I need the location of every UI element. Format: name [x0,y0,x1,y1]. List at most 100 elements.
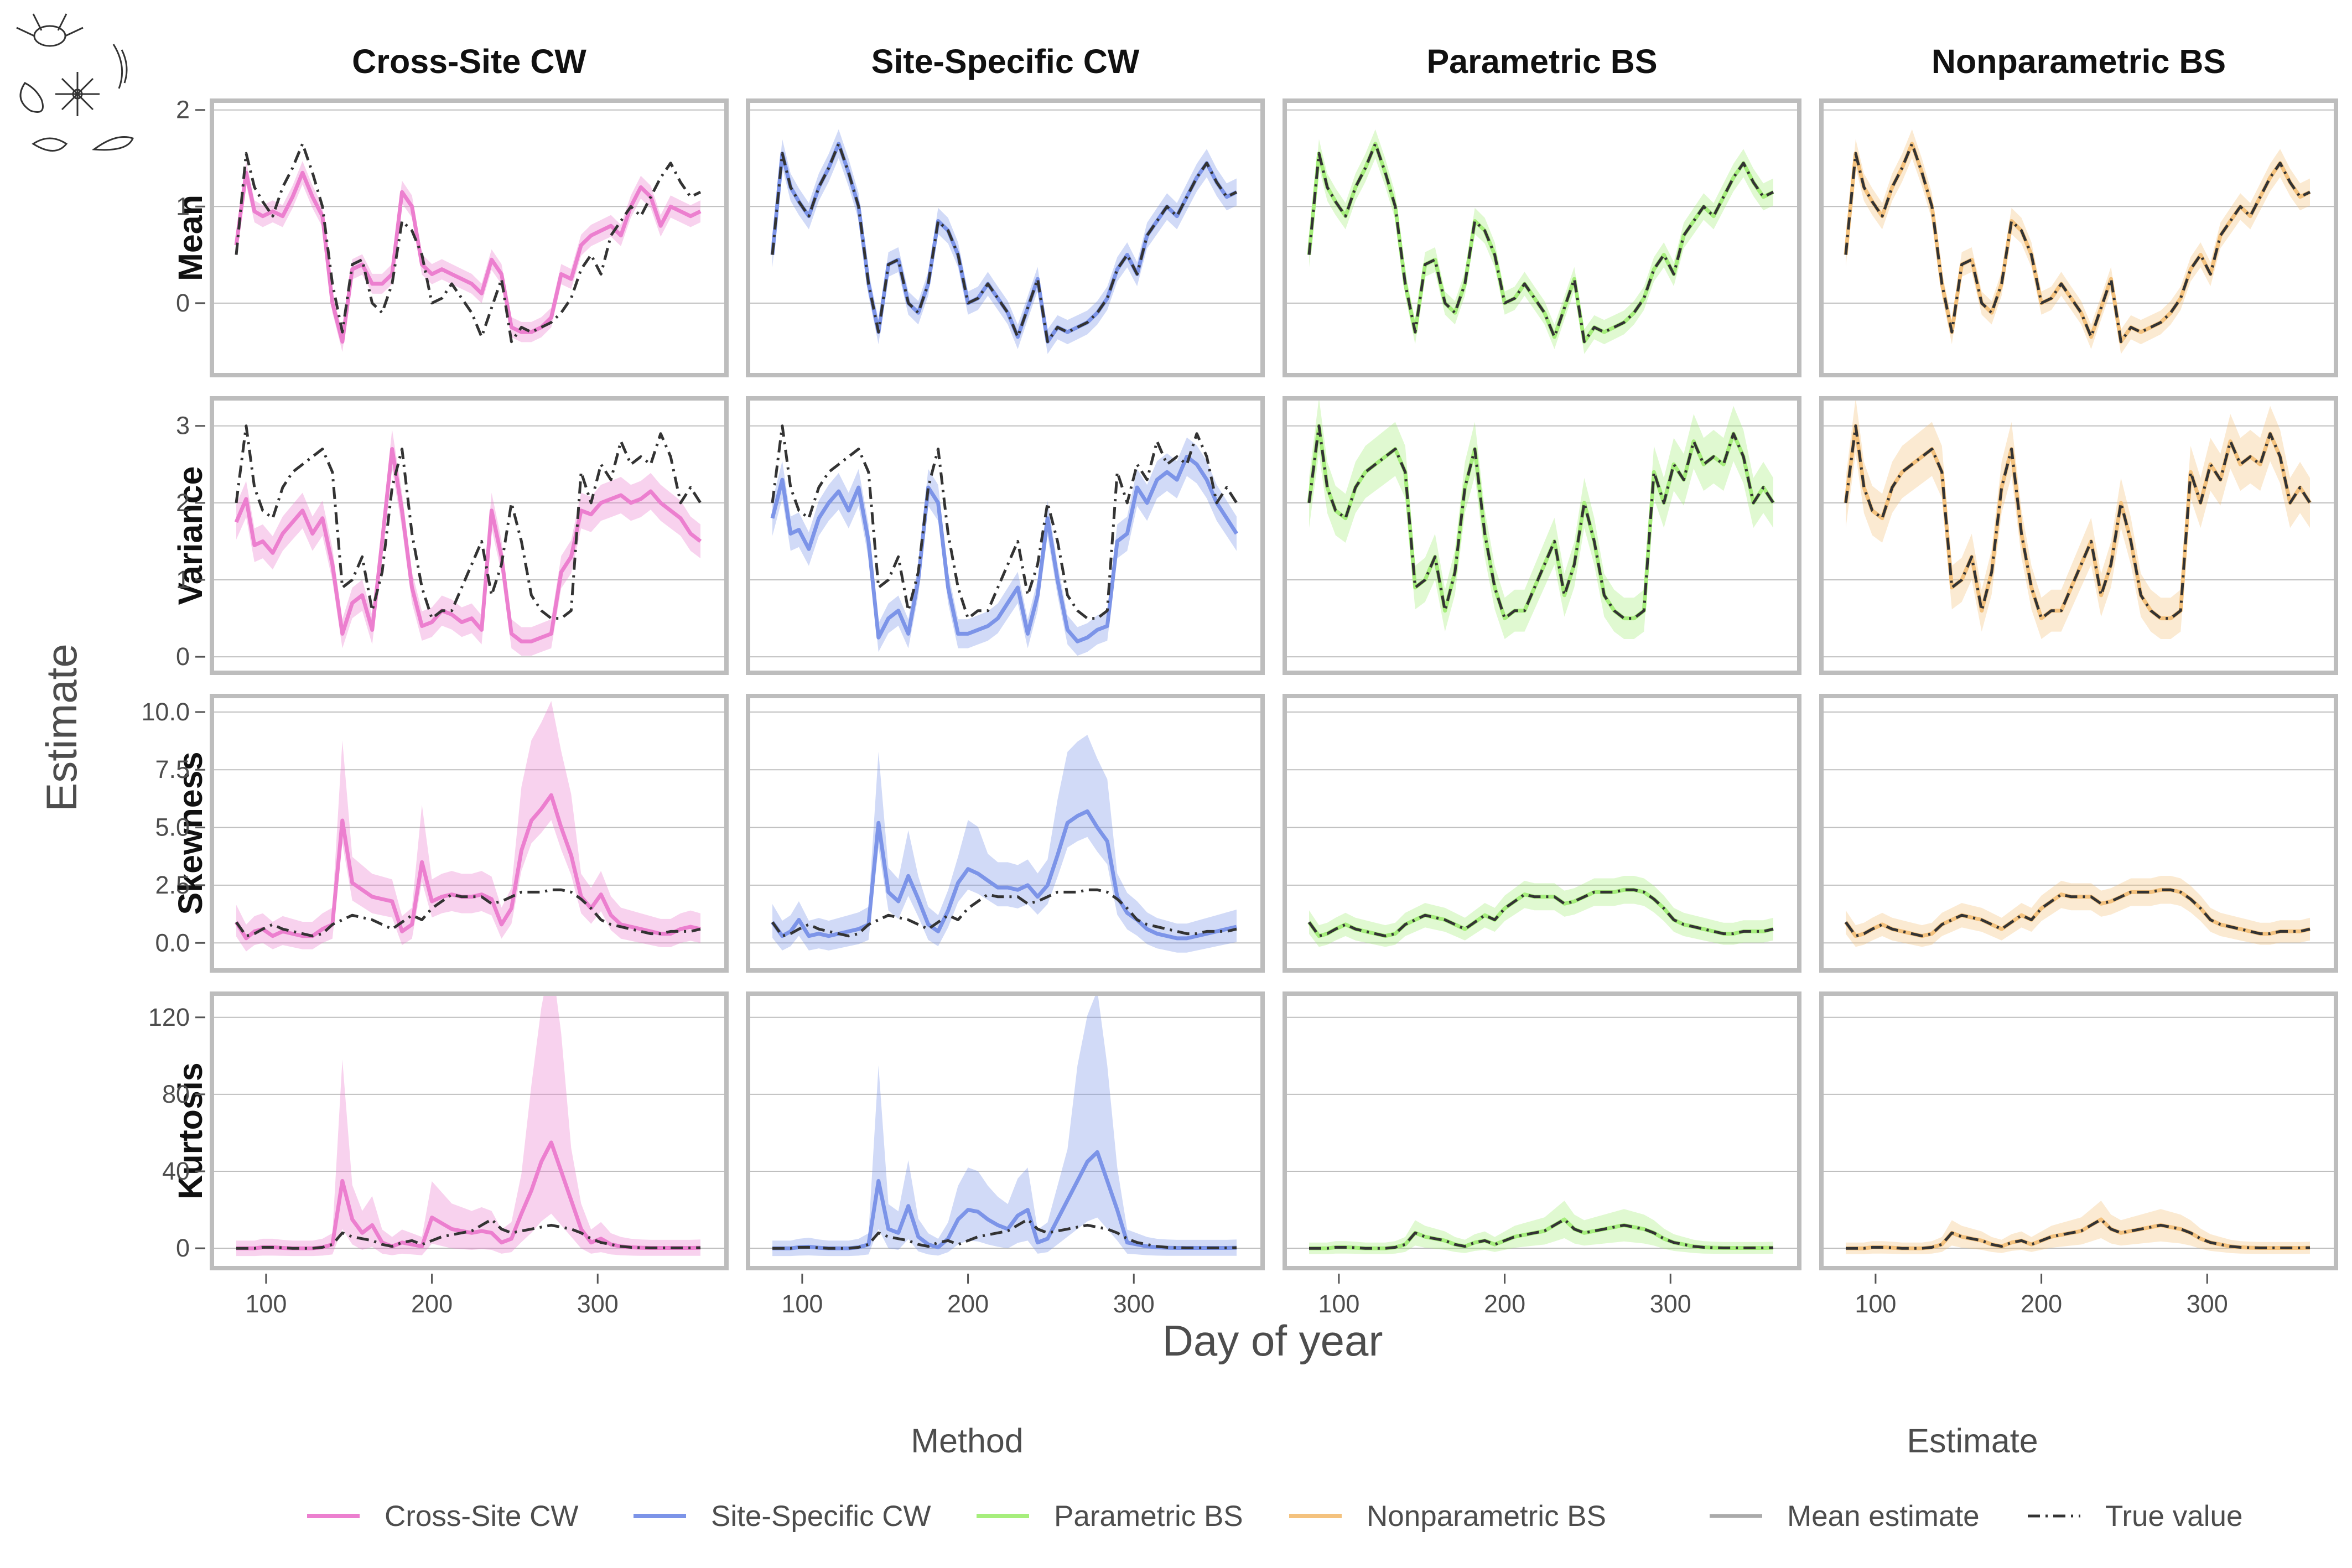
panel-skewness-site-specific-cw [746,694,1265,973]
y-tick-label: 0 [176,642,190,671]
y-tick-label: 7.5 [155,755,190,783]
true-value-line-skewness [771,888,1237,938]
ribbon-site-specific-cw-skewness [772,735,1237,953]
column-title-parametric-bs: Parametric BS [1426,43,1657,80]
ribbon-nonparametric-bs-skewness [1846,876,2310,947]
y-tick-label: 120 [148,1003,190,1031]
legend-label-parametric-bs: Parametric BS [1054,1500,1243,1533]
legend-title-estimate: Estimate [1907,1422,2038,1460]
panel-variance-parametric-bs [1283,396,1801,675]
panel-kurtosis-cross-site-cw [210,991,729,1270]
ribbon-cross-site-cw-variance [236,429,700,656]
panel-mean-parametric-bs [1283,98,1801,377]
y-tick-label: 0.0 [155,928,190,957]
ribbon-parametric-bs-skewness [1309,876,1773,947]
true-value-line-skewness [1844,888,2311,938]
x-tick-label: 200 [2021,1290,2062,1318]
panel-variance-cross-site-cw [210,396,729,675]
legend-label-site-specific-cw: Site-Specific CW [711,1500,931,1533]
panel-frame [1819,991,2338,1270]
column-title-nonparametric-bs: Nonparametric BS [1932,43,2226,80]
panel-kurtosis-site-specific-cw [746,991,1265,1270]
panel-frame [210,694,729,973]
x-tick-label: 200 [1484,1290,1525,1318]
panel-frame [746,694,1265,973]
panel-frame [210,98,729,377]
row-title-kurtosis: Kurtosis [172,1062,209,1199]
panel-variance-nonparametric-bs [1819,396,2338,675]
column-title-cross-site-cw: Cross-Site CW [352,43,586,80]
x-tick-label: 300 [1113,1290,1155,1318]
ribbon-nonparametric-bs-mean [1846,129,2310,354]
legend-label-cross-site-cw: Cross-Site CW [385,1500,578,1533]
panel-skewness-cross-site-cw [210,694,729,973]
panel-skewness-parametric-bs [1283,694,1801,973]
panel-skewness-nonparametric-bs [1819,694,2338,973]
y-tick-label: 80 [162,1080,190,1108]
panel-frame [1283,396,1801,675]
panel-grid [210,98,2338,1270]
ribbon-site-specific-cw-mean [772,129,1237,354]
y-tick-label: 0 [176,289,190,317]
ribbon-parametric-bs-variance [1309,401,1773,639]
panel-kurtosis-nonparametric-bs [1819,991,2338,1270]
true-value-line-kurtosis [772,1218,1237,1250]
y-tick-label: 0 [176,1234,190,1262]
y-axis-title: Estimate [37,643,86,811]
true-value-line-variance [1844,424,2312,620]
ribbon-nonparametric-bs-kurtosis [1846,1201,2310,1254]
x-tick-labels: 100 200 300 100 200 300 100 200 300 100 200 300 [245,1274,2228,1318]
y-tick-label: 1 [176,192,190,220]
mean-estimate-line-site-specific-cw-skewness [771,809,1237,941]
legend-items: Cross-Site CW Site-Specific CW Parametric … [307,1500,2242,1533]
panel-variance-site-specific-cw [746,396,1265,675]
mean-estimate-line-cross-site-cw-mean [234,170,702,344]
mean-estimate-line-cross-site-cw-kurtosis [236,1140,701,1250]
x-tick-label: 100 [781,1290,823,1318]
true-value-line-variance [771,424,1238,620]
true-value-line-variance [235,424,702,620]
y-tick-label: 10.0 [141,698,190,726]
x-tick-label: 300 [577,1290,619,1318]
legend: Method Estimate Cross-Site CW Site-Specif… [307,1422,2242,1533]
x-tick-label: 100 [1855,1290,1896,1318]
y-tick-label: 2 [176,489,190,517]
row-title-mean: Mean [172,195,209,281]
column-title-site-specific-cw: Site-Specific CW [871,43,1140,80]
panel-frame [1819,98,2338,377]
plankton-logo-icon [16,13,134,152]
panel-mean-cross-site-cw [210,98,729,377]
ribbon-cross-site-cw-mean [236,161,700,352]
legend-label-nonparametric-bs: Nonparametric BS [1367,1500,1606,1533]
row-title-variance: Variance [172,466,209,605]
true-value-line-variance [1307,424,1775,620]
mean-estimate-line-cross-site-cw-variance [234,447,702,643]
true-value-line-kurtosis [1309,1218,1774,1250]
y-tick-label: 2 [176,96,190,124]
true-value-line-mean [235,142,702,344]
true-value-line-skewness [235,888,701,938]
legend-label-mean-estimate: Mean estimate [1787,1500,1980,1533]
ribbon-nonparametric-bs-variance [1846,401,2310,639]
ribbon-site-specific-cw-kurtosis [772,996,1237,1257]
y-tick-label: 1 [176,565,190,594]
panel-frame [210,991,729,1270]
ribbon-cross-site-cw-kurtosis [236,996,700,1257]
row-titles: Mean Variance Skewness Kurtosis [172,195,209,1200]
y-tick-label: 5.0 [155,813,190,842]
panel-kurtosis-parametric-bs [1283,991,1801,1270]
ribbon-parametric-bs-mean [1309,129,1773,354]
y-tick-label: 3 [176,412,190,440]
panel-frame [1819,694,2338,973]
panel-frame [1819,396,2338,675]
panel-frame [746,991,1265,1270]
x-tick-label: 300 [1650,1290,1691,1318]
x-tick-label: 300 [2187,1290,2228,1318]
legend-title-method: Method [911,1422,1023,1460]
x-tick-label: 100 [245,1290,287,1318]
panel-frame [1283,694,1801,973]
true-value-line-kurtosis [1846,1218,2311,1250]
y-tick-label: 40 [162,1157,190,1185]
